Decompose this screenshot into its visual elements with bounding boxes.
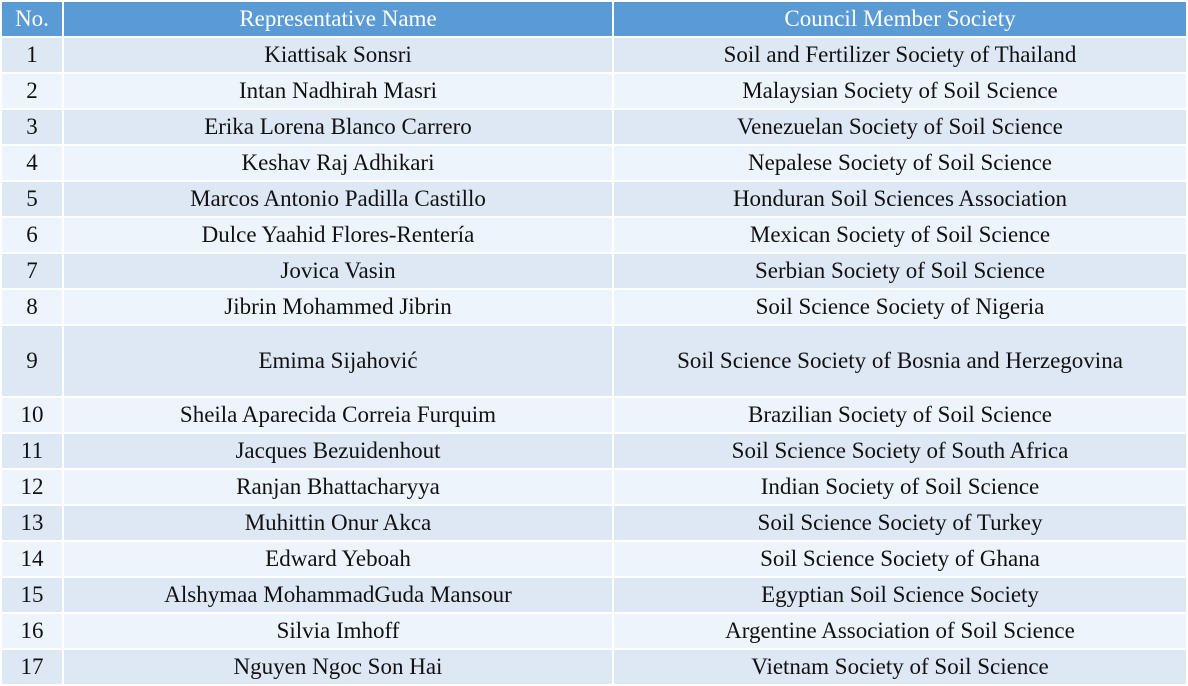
table-row: 2 Intan Nadhirah Masri Malaysian Society o…	[2, 74, 1186, 108]
header-representative-name: Representative Name	[64, 2, 612, 36]
header-no: No.	[2, 2, 62, 36]
cell-society: Soil Science Society of Turkey	[614, 506, 1186, 540]
cell-society: Honduran Soil Sciences Association	[614, 182, 1186, 216]
cell-representative-name: Muhittin Onur Akca	[64, 506, 612, 540]
cell-society: Serbian Society of Soil Science	[614, 254, 1186, 288]
cell-society: Vietnam Society of Soil Science	[614, 650, 1186, 684]
cell-society: Soil Science Society of Ghana	[614, 542, 1186, 576]
cell-no: 2	[2, 74, 62, 108]
cell-representative-name: Nguyen Ngoc Son Hai	[64, 650, 612, 684]
cell-representative-name: Emima Sijahović	[64, 326, 612, 396]
table-row: 6 Dulce Yaahid Flores-Rentería Mexican Soc…	[2, 218, 1186, 252]
cell-representative-name: Marcos Antonio Padilla Castillo	[64, 182, 612, 216]
cell-no: 10	[2, 398, 62, 432]
table-row: 12 Ranjan Bhattacharyya Indian Society of …	[2, 470, 1186, 504]
table-row: 3 Erika Lorena Blanco Carrero Venezuelan S…	[2, 110, 1186, 144]
cell-society: Malaysian Society of Soil Science	[614, 74, 1186, 108]
cell-no: 12	[2, 470, 62, 504]
cell-society: Soil and Fertilizer Society of Thailand	[614, 38, 1186, 72]
table-row: 17 Nguyen Ngoc Son Hai Vietnam Society of …	[2, 650, 1186, 684]
cell-representative-name: Silvia Imhoff	[64, 614, 612, 648]
cell-representative-name: Alshymaa MohammadGuda Mansour	[64, 578, 612, 612]
cell-no: 16	[2, 614, 62, 648]
cell-no: 9	[2, 326, 62, 396]
cell-representative-name: Erika Lorena Blanco Carrero	[64, 110, 612, 144]
cell-society: Mexican Society of Soil Science	[614, 218, 1186, 252]
table-row: 5 Marcos Antonio Padilla Castillo Honduran…	[2, 182, 1186, 216]
cell-no: 4	[2, 146, 62, 180]
table-row: 10 Sheila Aparecida Correia Furquim Brazil…	[2, 398, 1186, 432]
cell-no: 6	[2, 218, 62, 252]
cell-society: Indian Society of Soil Science	[614, 470, 1186, 504]
table-row: 9 Emima Sijahović Soil Science Society of …	[2, 326, 1186, 396]
cell-representative-name: Keshav Raj Adhikari	[64, 146, 612, 180]
table-row: 16 Silvia Imhoff Argentine Association of …	[2, 614, 1186, 648]
cell-representative-name: Kiattisak Sonsri	[64, 38, 612, 72]
table-row: 15 Alshymaa MohammadGuda Mansour Egyptian …	[2, 578, 1186, 612]
cell-representative-name: Jacques Bezuidenhout	[64, 434, 612, 468]
cell-society: Soil Science Society of South Africa	[614, 434, 1186, 468]
cell-no: 8	[2, 290, 62, 324]
cell-representative-name: Dulce Yaahid Flores-Rentería	[64, 218, 612, 252]
table-row: 14 Edward Yeboah Soil Science Society of G…	[2, 542, 1186, 576]
cell-representative-name: Jovica Vasin	[64, 254, 612, 288]
cell-no: 17	[2, 650, 62, 684]
cell-no: 7	[2, 254, 62, 288]
table-row: 8 Jibrin Mohammed Jibrin Soil Science Soci…	[2, 290, 1186, 324]
cell-no: 13	[2, 506, 62, 540]
cell-representative-name: Ranjan Bhattacharyya	[64, 470, 612, 504]
table-row: 13 Muhittin Onur Akca Soil Science Society…	[2, 506, 1186, 540]
cell-society: Brazilian Society of Soil Science	[614, 398, 1186, 432]
cell-society: Egyptian Soil Science Society	[614, 578, 1186, 612]
header-row: No. Representative Name Council Member S…	[2, 2, 1186, 36]
cell-society: Venezuelan Society of Soil Science	[614, 110, 1186, 144]
cell-society: Soil Science Society of Nigeria	[614, 290, 1186, 324]
table-row: 4 Keshav Raj Adhikari Nepalese Society of …	[2, 146, 1186, 180]
cell-no: 1	[2, 38, 62, 72]
cell-representative-name: Intan Nadhirah Masri	[64, 74, 612, 108]
cell-no: 15	[2, 578, 62, 612]
cell-society: Soil Science Society of Bosnia and Herze…	[614, 326, 1186, 396]
cell-no: 11	[2, 434, 62, 468]
cell-society: Nepalese Society of Soil Science	[614, 146, 1186, 180]
cell-no: 14	[2, 542, 62, 576]
cell-representative-name: Jibrin Mohammed Jibrin	[64, 290, 612, 324]
cell-no: 5	[2, 182, 62, 216]
table-row: 7 Jovica Vasin Serbian Society of Soil Sci…	[2, 254, 1186, 288]
header-council-member-society: Council Member Society	[614, 2, 1186, 36]
cell-no: 3	[2, 110, 62, 144]
cell-representative-name: Sheila Aparecida Correia Furquim	[64, 398, 612, 432]
cell-representative-name: Edward Yeboah	[64, 542, 612, 576]
cell-society: Argentine Association of Soil Science	[614, 614, 1186, 648]
table-row: 1 Kiattisak Sonsri Soil and Fertilizer Soc…	[2, 38, 1186, 72]
table-row: 11 Jacques Bezuidenhout Soil Science Socie…	[2, 434, 1186, 468]
